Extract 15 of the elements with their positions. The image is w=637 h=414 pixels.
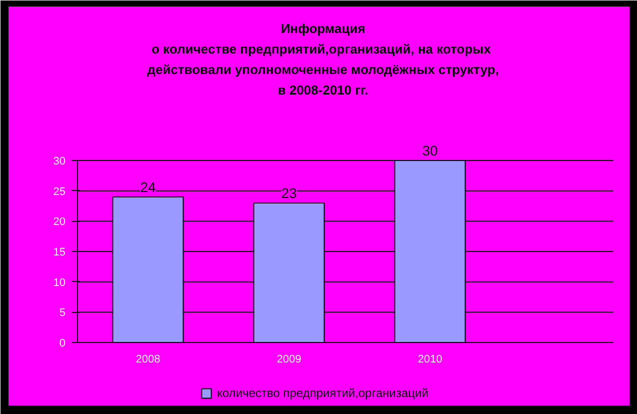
data-label: 23 — [281, 184, 297, 201]
legend-label: количество предприятий,организаций — [217, 386, 428, 400]
x-tick-label: 2008 — [136, 354, 160, 366]
y-tick-label: 25 — [53, 186, 66, 198]
y-tick-label: 10 — [53, 276, 66, 289]
x-tick-label: 2009 — [276, 354, 302, 366]
y-tick-label: 15 — [53, 246, 66, 258]
chart-title: Информация о количестве предприятий,организаций, на которых действовали уполномоченные молодёжных структур, в 2008-2010 гг. — [147, 21, 499, 98]
x-tick-label: 2010 — [418, 354, 442, 366]
y-tick-label: 0 — [59, 338, 66, 350]
y-tick-label: 5 — [59, 307, 66, 320]
y-tick-label: 20 — [53, 216, 66, 228]
data-label: 30 — [422, 142, 438, 158]
data-label: 24 — [140, 178, 156, 195]
y-tick-label: 30 — [53, 156, 66, 168]
